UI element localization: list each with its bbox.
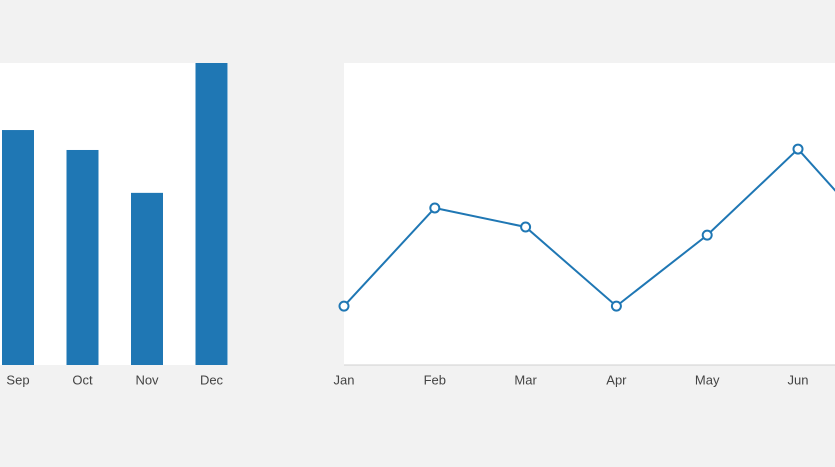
x-tick-label: Nov	[135, 372, 159, 387]
x-tick-label: Mar	[514, 372, 537, 387]
point	[610, 300, 622, 312]
x-tick-label: Feb	[424, 372, 446, 387]
point	[792, 143, 804, 155]
bar	[2, 130, 34, 365]
point	[701, 229, 713, 241]
x-tick-label: Dec	[200, 372, 224, 387]
point	[338, 300, 350, 312]
x-tick-label: Jun	[788, 372, 809, 387]
x-tick-label: May	[695, 372, 720, 387]
bar	[131, 192, 163, 365]
x-tick-label: Oct	[72, 372, 93, 387]
line-plot-area	[344, 63, 835, 365]
x-tick-label: Sep	[6, 372, 29, 387]
point	[429, 202, 441, 214]
x-tick-label: Apr	[606, 372, 627, 387]
bar-plot-area	[0, 63, 228, 365]
bar	[66, 149, 99, 365]
x-tick-label: Jan	[334, 372, 355, 387]
bar	[195, 63, 228, 365]
point	[520, 221, 532, 233]
